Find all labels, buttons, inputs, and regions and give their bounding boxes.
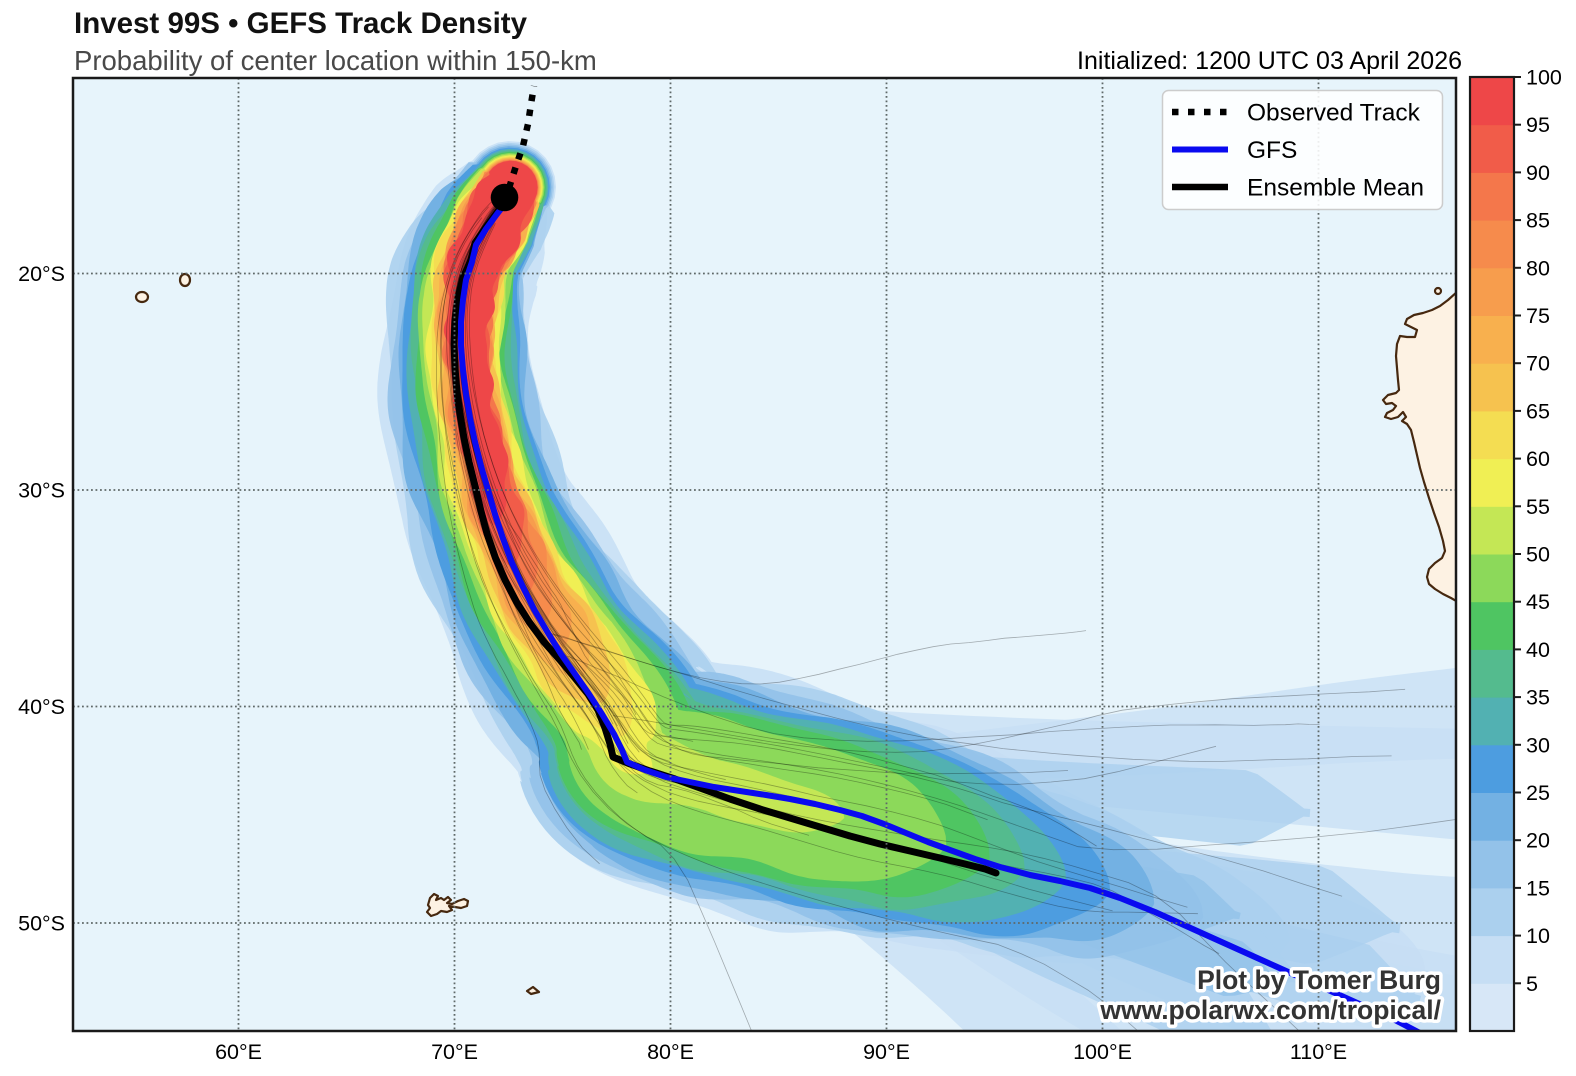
svg-text:20: 20 — [1526, 829, 1550, 853]
svg-text:Probability of center location: Probability of center location within 15… — [74, 45, 597, 76]
svg-text:100°E: 100°E — [1073, 1040, 1132, 1064]
svg-text:60°E: 60°E — [215, 1040, 262, 1064]
svg-text:100: 100 — [1526, 66, 1562, 90]
svg-text:60: 60 — [1526, 447, 1550, 471]
svg-text:20°S: 20°S — [18, 262, 65, 286]
svg-text:90°E: 90°E — [863, 1040, 910, 1064]
svg-text:50°S: 50°S — [18, 912, 65, 936]
svg-text:70°E: 70°E — [431, 1040, 478, 1064]
svg-text:5: 5 — [1526, 972, 1538, 996]
svg-text:Plot by Tomer Burg: Plot by Tomer Burg — [1197, 965, 1441, 995]
svg-text:Observed Track: Observed Track — [1247, 100, 1421, 127]
svg-text:80°E: 80°E — [647, 1040, 694, 1064]
svg-text:80: 80 — [1526, 256, 1550, 280]
svg-text:Invest 99S • GEFS Track Densit: Invest 99S • GEFS Track Density — [74, 7, 528, 40]
svg-text:45: 45 — [1526, 590, 1550, 614]
svg-text:30°S: 30°S — [18, 479, 65, 503]
svg-text:75: 75 — [1526, 304, 1550, 328]
svg-text:25: 25 — [1526, 781, 1550, 805]
svg-text:95: 95 — [1526, 113, 1550, 137]
svg-text:40: 40 — [1526, 638, 1550, 662]
svg-text:85: 85 — [1526, 209, 1550, 233]
svg-text:50: 50 — [1526, 543, 1550, 567]
svg-text:40°S: 40°S — [18, 695, 65, 719]
svg-text:55: 55 — [1526, 495, 1550, 519]
svg-text:70: 70 — [1526, 352, 1550, 376]
svg-text:GFS: GFS — [1247, 137, 1297, 164]
svg-text:www.polarwx.com/tropical/: www.polarwx.com/tropical/ — [1099, 995, 1441, 1025]
svg-text:30: 30 — [1526, 733, 1550, 757]
svg-text:15: 15 — [1526, 876, 1550, 900]
svg-text:Ensemble Mean: Ensemble Mean — [1247, 175, 1424, 202]
svg-text:65: 65 — [1526, 399, 1550, 423]
svg-text:35: 35 — [1526, 686, 1550, 710]
svg-text:110°E: 110°E — [1290, 1040, 1347, 1064]
svg-text:Initialized: 1200 UTC 03 April: Initialized: 1200 UTC 03 April 2026 — [1077, 47, 1462, 75]
svg-text:10: 10 — [1526, 924, 1550, 948]
svg-text:90: 90 — [1526, 161, 1550, 185]
